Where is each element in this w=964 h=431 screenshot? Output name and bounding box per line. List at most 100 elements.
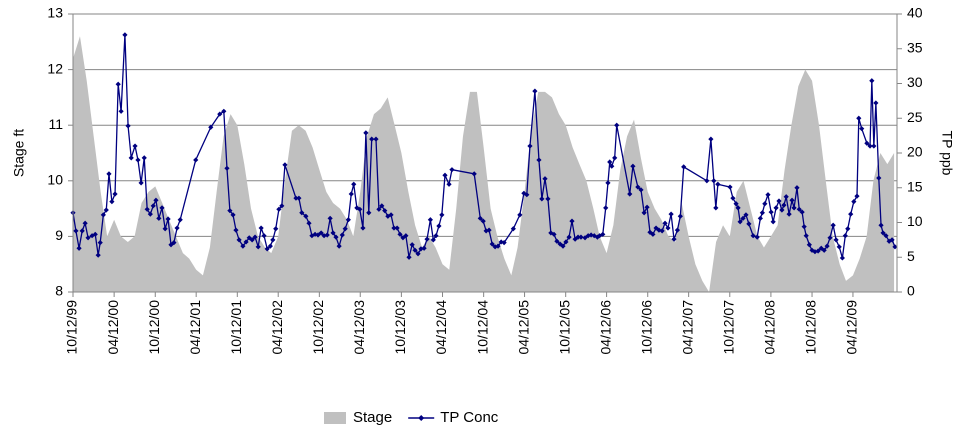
marker — [112, 191, 118, 197]
marker — [76, 245, 82, 251]
marker — [638, 187, 644, 193]
marker — [427, 217, 433, 223]
marker — [138, 180, 144, 186]
marker — [848, 211, 854, 217]
x-tick-label: 04/12/03 — [351, 300, 367, 355]
marker — [106, 171, 112, 177]
marker — [73, 228, 79, 234]
marker — [243, 239, 249, 245]
marker — [501, 240, 507, 246]
marker — [442, 172, 448, 178]
marker — [342, 226, 348, 232]
x-tick-label: 04/12/05 — [515, 300, 531, 355]
marker — [85, 235, 91, 241]
marker — [418, 246, 424, 252]
y-tick-label: 9 — [55, 227, 63, 243]
marker — [715, 181, 721, 187]
marker — [403, 233, 409, 239]
marker — [236, 237, 242, 243]
marker — [867, 143, 873, 149]
y2-tick-label: 40 — [907, 5, 923, 21]
marker — [591, 233, 597, 239]
marker — [118, 108, 124, 114]
marker — [486, 227, 492, 233]
marker — [656, 227, 662, 233]
marker — [551, 231, 557, 237]
marker — [430, 237, 436, 243]
marker — [357, 206, 363, 212]
marker — [536, 157, 542, 163]
y2-tick-label: 0 — [907, 283, 915, 299]
marker — [630, 163, 636, 169]
marker — [227, 208, 233, 214]
marker — [524, 192, 530, 198]
marker — [373, 136, 379, 142]
marker — [150, 203, 156, 209]
marker — [421, 245, 427, 251]
marker — [348, 191, 354, 197]
marker — [799, 209, 805, 215]
marker — [746, 221, 752, 227]
x-tick-label: 04/12/07 — [679, 300, 695, 355]
marker — [276, 206, 282, 212]
marker — [299, 210, 305, 216]
marker — [730, 195, 736, 201]
marker — [327, 215, 333, 221]
y-tick-label: 10 — [47, 172, 63, 188]
marker — [600, 231, 606, 237]
marker — [883, 233, 889, 239]
marker — [330, 230, 336, 236]
marker — [400, 235, 406, 241]
marker — [230, 212, 236, 218]
marker — [477, 215, 483, 221]
marker — [662, 220, 668, 226]
marker — [713, 205, 719, 211]
marker — [674, 227, 681, 233]
marker — [95, 252, 101, 258]
marker — [122, 32, 128, 38]
y-tick-label: 12 — [47, 60, 63, 76]
marker — [566, 234, 572, 240]
marker — [249, 237, 255, 243]
marker — [433, 233, 439, 239]
marker — [704, 178, 710, 184]
marker — [789, 197, 795, 203]
marker — [563, 239, 569, 245]
marker — [177, 217, 183, 223]
marker — [208, 124, 214, 130]
marker — [333, 234, 339, 240]
x-tick-label: 10/12/03 — [392, 300, 408, 355]
x-tick-label: 10/12/00 — [146, 300, 162, 355]
legend-text: TP Conc — [440, 409, 499, 426]
y-tick-label: 13 — [47, 5, 63, 21]
marker — [153, 197, 159, 203]
marker — [282, 162, 288, 168]
line — [72, 34, 896, 259]
marker — [388, 212, 394, 218]
marker — [217, 111, 223, 117]
y2-tick-label: 5 — [907, 248, 915, 264]
marker — [303, 213, 309, 219]
x-tick-label: 04/12/01 — [187, 300, 203, 355]
marker — [97, 240, 103, 246]
marker — [754, 234, 760, 240]
marker — [366, 210, 372, 216]
marker — [351, 181, 357, 187]
marker — [765, 192, 771, 198]
legend-swatch — [324, 412, 346, 424]
marker — [711, 178, 717, 184]
marker — [542, 176, 548, 182]
x-tick-label: 10/12/06 — [638, 300, 654, 355]
marker — [273, 226, 279, 232]
marker — [548, 230, 554, 236]
marker — [345, 217, 351, 223]
marker — [659, 228, 665, 234]
marker — [871, 143, 877, 149]
marker — [781, 202, 787, 208]
marker — [449, 167, 455, 173]
area — [73, 36, 895, 292]
marker — [315, 232, 321, 238]
x-tick-label: 04/12/00 — [105, 300, 121, 355]
marker — [806, 242, 812, 248]
marker — [471, 171, 477, 177]
